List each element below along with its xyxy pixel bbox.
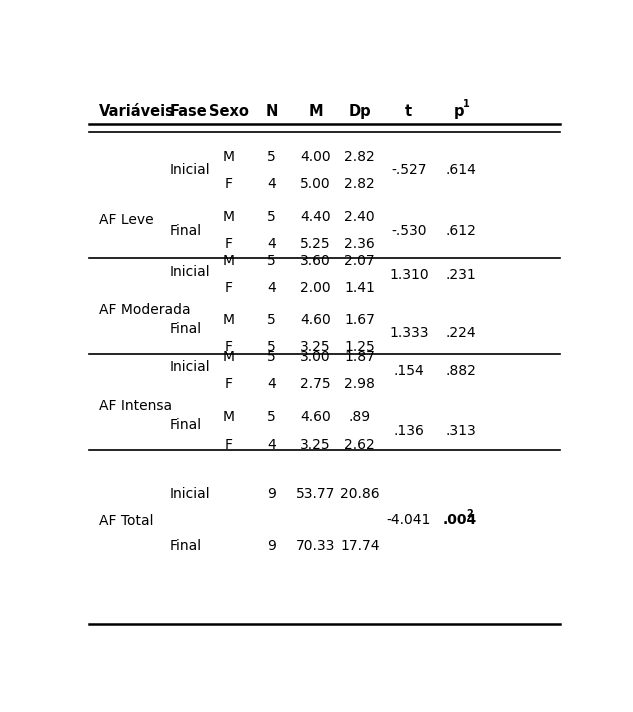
- Text: 2.75: 2.75: [300, 377, 331, 391]
- Text: M: M: [223, 254, 235, 268]
- Text: 2.40: 2.40: [344, 210, 375, 224]
- Text: 53.77: 53.77: [296, 487, 335, 501]
- Text: 3.00: 3.00: [300, 350, 331, 364]
- Text: Inicial: Inicial: [170, 360, 211, 374]
- Text: F: F: [225, 340, 233, 354]
- Text: 4.00: 4.00: [300, 150, 331, 164]
- Text: AF Intensa: AF Intensa: [99, 399, 172, 413]
- Text: 4: 4: [267, 281, 276, 295]
- Text: 5: 5: [267, 210, 276, 224]
- Text: 4: 4: [267, 377, 276, 391]
- Text: 4.60: 4.60: [300, 410, 331, 424]
- Text: M: M: [308, 104, 323, 119]
- Text: 9: 9: [267, 487, 276, 501]
- Text: 5: 5: [267, 410, 276, 424]
- Text: 9: 9: [267, 539, 276, 553]
- Text: Sexo: Sexo: [209, 104, 249, 119]
- Text: F: F: [225, 377, 233, 391]
- Text: M: M: [223, 210, 235, 224]
- Text: 3.25: 3.25: [300, 340, 331, 354]
- Text: 2: 2: [467, 508, 473, 518]
- Text: .89: .89: [349, 410, 371, 424]
- Text: 4.60: 4.60: [300, 313, 331, 327]
- Text: 2.00: 2.00: [300, 281, 331, 295]
- Text: .136: .136: [393, 424, 424, 438]
- Text: 2.36: 2.36: [344, 237, 375, 251]
- Text: .313: .313: [446, 424, 476, 438]
- Text: 1.310: 1.310: [389, 268, 429, 281]
- Text: 2.07: 2.07: [344, 254, 375, 268]
- Text: 3.25: 3.25: [300, 438, 331, 451]
- Text: t: t: [405, 104, 412, 119]
- Text: 5: 5: [267, 340, 276, 354]
- Text: Variáveis: Variáveis: [99, 104, 175, 119]
- Text: 5: 5: [267, 350, 276, 364]
- Text: .614: .614: [446, 164, 476, 177]
- Text: 2.62: 2.62: [344, 438, 375, 451]
- Text: 17.74: 17.74: [340, 539, 380, 553]
- Text: 1.67: 1.67: [344, 313, 375, 327]
- Text: 5: 5: [267, 313, 276, 327]
- Text: 4: 4: [267, 237, 276, 251]
- Text: AF Total: AF Total: [99, 514, 153, 528]
- Text: Fase: Fase: [170, 104, 208, 119]
- Text: AF Moderada: AF Moderada: [99, 303, 191, 318]
- Text: Dp: Dp: [348, 104, 371, 119]
- Text: -4.041: -4.041: [387, 513, 431, 527]
- Text: Final: Final: [170, 539, 202, 553]
- Text: 70.33: 70.33: [296, 539, 335, 553]
- Text: -.530: -.530: [391, 224, 427, 238]
- Text: Final: Final: [170, 419, 202, 432]
- Text: 5: 5: [267, 254, 276, 268]
- Text: AF Leve: AF Leve: [99, 213, 153, 226]
- Text: 1.87: 1.87: [344, 350, 375, 364]
- Text: .882: .882: [446, 364, 476, 377]
- Text: 4.40: 4.40: [300, 210, 331, 224]
- Text: 2.98: 2.98: [344, 377, 375, 391]
- Text: 4: 4: [267, 438, 276, 451]
- Text: F: F: [225, 237, 233, 251]
- Text: .231: .231: [446, 268, 476, 281]
- Text: Inicial: Inicial: [170, 164, 211, 177]
- Text: .224: .224: [446, 326, 476, 340]
- Text: M: M: [223, 313, 235, 327]
- Text: F: F: [225, 438, 233, 451]
- Text: 1.333: 1.333: [389, 326, 429, 340]
- Text: Inicial: Inicial: [170, 487, 211, 501]
- Text: 20.86: 20.86: [340, 487, 380, 501]
- Text: M: M: [223, 150, 235, 164]
- Text: F: F: [225, 281, 233, 295]
- Text: .154: .154: [394, 364, 424, 377]
- Text: 5: 5: [267, 150, 276, 164]
- Text: N: N: [265, 104, 278, 119]
- Text: M: M: [223, 350, 235, 364]
- Text: 1.41: 1.41: [344, 281, 375, 295]
- Text: 5.00: 5.00: [300, 177, 331, 191]
- Text: 3.60: 3.60: [300, 254, 331, 268]
- Text: p: p: [454, 104, 464, 119]
- Text: 4: 4: [267, 177, 276, 191]
- Text: 2.82: 2.82: [344, 150, 375, 164]
- Text: -.527: -.527: [391, 164, 427, 177]
- Text: 1.25: 1.25: [344, 340, 375, 354]
- Text: Inicial: Inicial: [170, 265, 211, 279]
- Text: 5.25: 5.25: [300, 237, 331, 251]
- Text: M: M: [223, 410, 235, 424]
- Text: .612: .612: [446, 224, 476, 238]
- Text: Final: Final: [170, 224, 202, 238]
- Text: 2.82: 2.82: [344, 177, 375, 191]
- Text: 1: 1: [463, 99, 470, 109]
- Text: Final: Final: [170, 322, 202, 336]
- Text: .004: .004: [442, 513, 477, 527]
- Text: F: F: [225, 177, 233, 191]
